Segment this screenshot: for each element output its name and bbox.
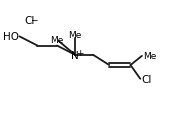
Text: +: + — [76, 49, 83, 57]
Text: Cl: Cl — [24, 16, 35, 26]
Text: Me: Me — [68, 31, 82, 40]
Text: Cl: Cl — [141, 74, 152, 84]
Text: HO: HO — [3, 32, 19, 42]
Text: −: − — [30, 15, 37, 24]
Text: Me: Me — [50, 35, 63, 44]
Text: N: N — [71, 50, 79, 60]
Text: Me: Me — [143, 52, 156, 61]
